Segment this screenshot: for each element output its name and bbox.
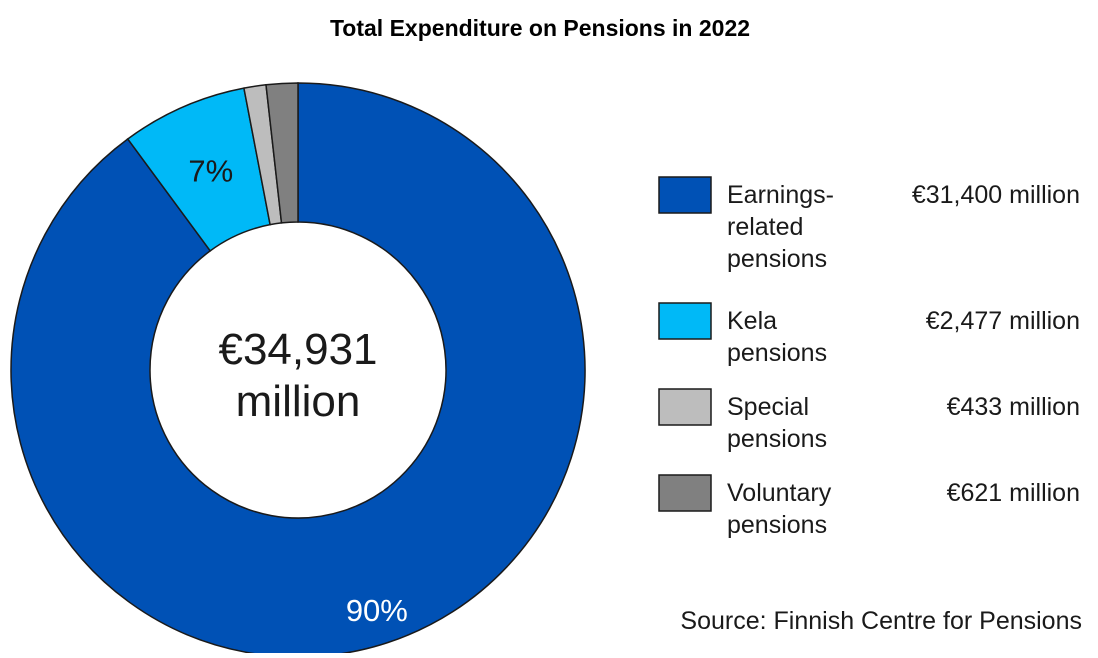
center-label-line: million [236, 377, 361, 426]
legend: Earnings-related pensions €31,400 million K… [658, 176, 1080, 539]
legend-item-kela-pensions: Kela pensions €2,477 million [658, 302, 1080, 367]
center-label-line: €34,931 [218, 325, 377, 374]
legend-item-special-pensions: Special pensions €433 million [658, 388, 1080, 453]
legend-swatch [658, 302, 712, 340]
legend-label-line: pensions [727, 511, 827, 539]
legend-label-line: pensions [727, 339, 827, 367]
legend-label-line: pensions [727, 245, 827, 273]
legend-label-line: Earnings- [727, 181, 834, 209]
slice-voluntary-pensions [265, 82, 299, 224]
legend-value: €31,400 million [912, 181, 1080, 209]
chart-title: Total Expenditure on Pensions in 2022 [330, 15, 750, 41]
legend-value: €2,477 million [926, 307, 1080, 335]
legend-label-line: related [727, 213, 803, 241]
donut-slices [10, 82, 586, 658]
legend-value: €433 million [947, 393, 1080, 421]
legend-swatch [658, 176, 712, 214]
legend-swatch [658, 474, 712, 512]
legend-label-line: Kela [727, 307, 777, 335]
source-note: Source: Finnish Centre for Pensions [680, 607, 1082, 635]
legend-label-line: Voluntary [727, 479, 832, 507]
legend-label-line: pensions [727, 425, 827, 453]
legend-item-earnings-related-pensions: Earnings-related pensions €31,400 million [658, 176, 1080, 273]
percent-label-earnings-related-pensions: 90% [346, 593, 408, 628]
percent-labels: 90% 7% [188, 154, 407, 628]
legend-value: €621 million [947, 479, 1080, 507]
slice-earnings-related-pensions [10, 82, 586, 658]
legend-swatch [658, 388, 712, 426]
percent-label-kela-pensions: 7% [188, 154, 233, 189]
legend-label-line: Special [727, 393, 809, 421]
legend-item-voluntary-pensions: Voluntary pensions €621 million [658, 474, 1080, 539]
